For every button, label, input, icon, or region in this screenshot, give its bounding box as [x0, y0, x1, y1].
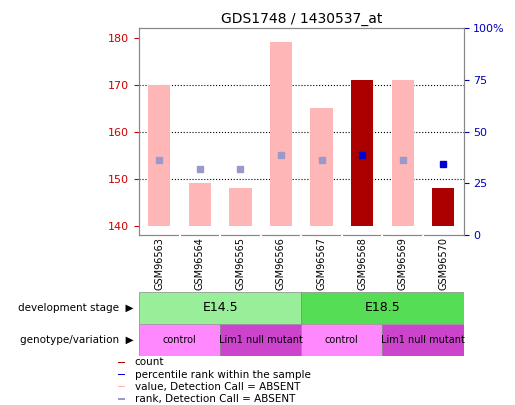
Bar [117, 398, 125, 400]
Bar [301, 292, 464, 324]
Text: control: control [163, 335, 197, 345]
Bar [391, 80, 414, 226]
Text: GSM96570: GSM96570 [438, 237, 448, 290]
Bar [351, 80, 373, 226]
Text: control: control [325, 335, 359, 345]
Bar [351, 80, 373, 226]
Text: Lim1 null mutant: Lim1 null mutant [219, 335, 303, 345]
Text: value, Detection Call = ABSENT: value, Detection Call = ABSENT [134, 382, 300, 392]
Text: GSM96563: GSM96563 [154, 237, 164, 290]
Text: Lim1 null mutant: Lim1 null mutant [381, 335, 465, 345]
Text: GSM96569: GSM96569 [398, 237, 408, 290]
Text: GSM96568: GSM96568 [357, 237, 367, 290]
Text: percentile rank within the sample: percentile rank within the sample [134, 370, 311, 379]
Text: E14.5: E14.5 [202, 301, 238, 314]
Bar [432, 188, 454, 226]
Text: genotype/variation  ▶: genotype/variation ▶ [20, 335, 134, 345]
Text: E18.5: E18.5 [365, 301, 400, 314]
Bar [301, 324, 382, 356]
Bar [139, 292, 301, 324]
Bar [148, 85, 170, 226]
Text: count: count [134, 358, 164, 367]
Bar [220, 324, 301, 356]
Text: GSM96564: GSM96564 [195, 237, 205, 290]
Bar [382, 324, 464, 356]
Text: GSM96565: GSM96565 [235, 237, 246, 290]
Text: development stage  ▶: development stage ▶ [19, 303, 134, 313]
Text: GSM96566: GSM96566 [276, 237, 286, 290]
Text: rank, Detection Call = ABSENT: rank, Detection Call = ABSENT [134, 394, 295, 404]
Text: GSM96567: GSM96567 [317, 237, 327, 290]
Bar [311, 108, 333, 226]
Bar [117, 386, 125, 388]
Title: GDS1748 / 1430537_at: GDS1748 / 1430537_at [220, 12, 382, 26]
Bar [229, 188, 252, 226]
Bar [117, 362, 125, 363]
Bar [139, 324, 220, 356]
Bar [117, 374, 125, 375]
Bar [270, 43, 292, 226]
Bar [188, 183, 211, 226]
Bar [432, 188, 454, 226]
